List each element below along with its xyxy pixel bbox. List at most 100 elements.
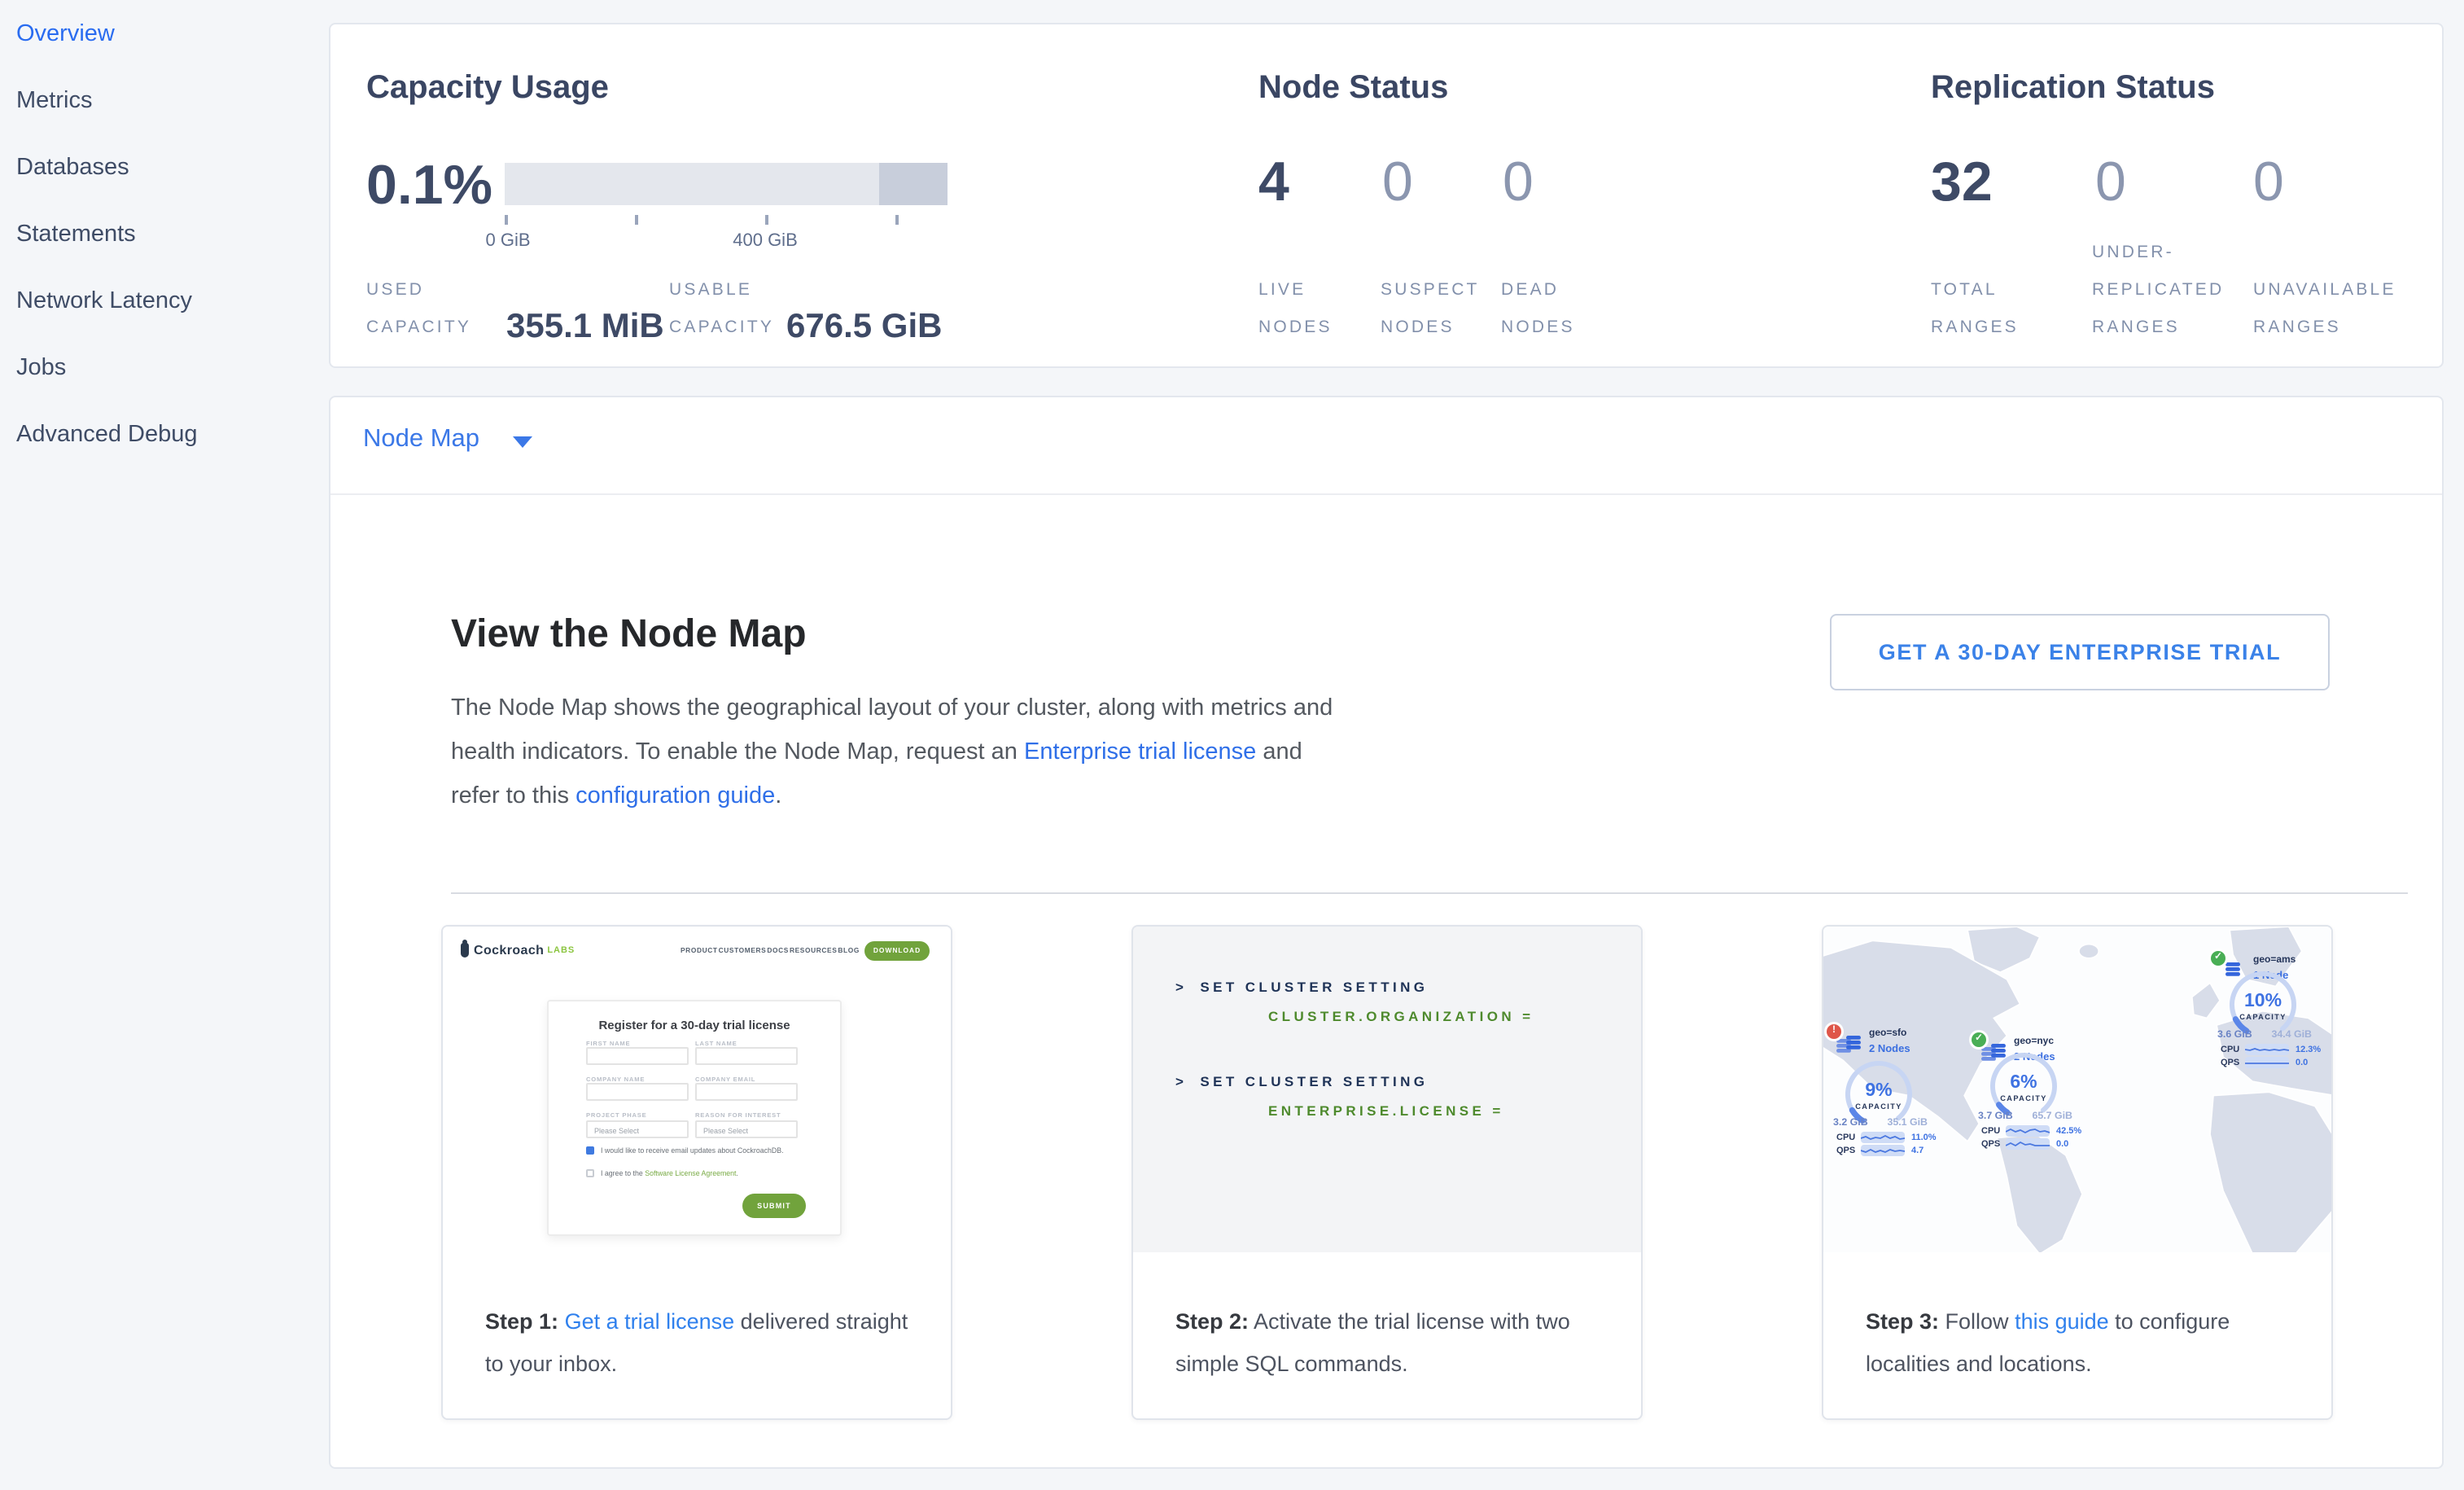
svg-text:6%: 6%: [2010, 1071, 2037, 1092]
qps-sparkline: [2006, 1138, 2050, 1150]
total-ranges-label: TOTAL RANGES: [1931, 280, 2019, 337]
step-2-card: > SET CLUSTER SETTING CLUSTER.ORGANIZATIO…: [1131, 925, 1643, 1420]
step-3-caption: Step 3: Follow this guide to configure l…: [1866, 1309, 2230, 1376]
nodes-icon: [1836, 1036, 1861, 1053]
capacity-usage-title: Capacity Usage: [366, 70, 609, 106]
field-label: REASON FOR INTEREST: [695, 1112, 781, 1119]
cpu-sparkline: [1861, 1132, 1905, 1143]
checkbox-label: I would like to receive email updates ab…: [601, 1146, 784, 1155]
suspect-nodes-label: SUSPECT NODES: [1381, 280, 1480, 337]
field-label: FIRST NAME: [586, 1041, 631, 1047]
description-text: The Node Map shows the geographical layo…: [451, 695, 1333, 765]
sql-commands-block: > SET CLUSTER SETTING CLUSTER.ORGANIZATIO…: [1133, 927, 1641, 1252]
logo-suffix: LABS: [547, 945, 576, 955]
healthy-icon: ✓: [1972, 1032, 1986, 1047]
axis-tick: [765, 215, 768, 225]
world-map: [1823, 927, 2331, 1252]
under-replicated-label: UNDER-REPLICATED RANGES: [2092, 243, 2225, 337]
unavailable-ranges-label: UNAVAILABLE RANGES: [2253, 280, 2396, 337]
this-guide-link[interactable]: this guide: [2015, 1309, 2109, 1334]
license-agreement-link: Software License Agreement: [645, 1169, 737, 1177]
total-ranges-count: 32: [1931, 151, 1993, 213]
sql-statement: > SET CLUSTER SETTING: [1175, 1073, 1429, 1089]
registration-screenshot: Cockroach LABS PRODUCT CUSTOMERS DOCS RE…: [443, 927, 951, 1252]
warning-icon: !: [1827, 1024, 1841, 1039]
axis-tick: [895, 215, 899, 225]
used-capacity: 3.7 GiB: [1978, 1111, 2013, 1122]
step-1-image: Cockroach LABS PRODUCT CUSTOMERS DOCS RE…: [443, 927, 951, 1252]
divider: [451, 892, 2408, 894]
trial-license-form: Register for a 30-day trial license FIRS…: [547, 1000, 842, 1236]
qps-value: 0.0: [2056, 1139, 2069, 1149]
sidebar-item-jobs[interactable]: Jobs: [16, 355, 67, 381]
step-1-caption: Step 1: Get a trial license delivered st…: [485, 1309, 908, 1376]
capacity-percent: 0.1%: [366, 155, 492, 217]
live-nodes-count: 4: [1258, 151, 1289, 213]
text-field: [695, 1047, 798, 1065]
axis-tick-label: 400 GiB: [733, 231, 798, 251]
mini-nav-link: RESOURCES: [789, 946, 838, 954]
axis-tick: [505, 215, 508, 225]
cpu-sparkline: [2006, 1125, 2050, 1137]
step-3-image: ! geo=sfo 2 Nodes: [1823, 927, 2331, 1252]
sidebar-item-network-latency[interactable]: Network Latency: [16, 288, 192, 314]
field-label: LAST NAME: [695, 1041, 737, 1047]
sql-statement: > SET CLUSTER SETTING: [1175, 979, 1429, 995]
svg-text:10%: 10%: [2244, 989, 2282, 1010]
qps-sparkline: [1861, 1145, 1905, 1156]
svg-text:9%: 9%: [1865, 1079, 1892, 1100]
configuration-guide-link[interactable]: configuration guide: [576, 783, 776, 809]
svg-text:CAPACITY: CAPACITY: [2239, 1013, 2286, 1021]
qps-value: 0.0: [2296, 1058, 2309, 1067]
qps-value: 4.7: [1911, 1146, 1924, 1155]
nodes-icon: [1981, 1044, 2006, 1061]
sidebar-item-statements[interactable]: Statements: [16, 221, 136, 248]
steps-row: Cockroach LABS PRODUCT CUSTOMERS DOCS RE…: [441, 925, 2333, 1420]
license-agreement-checkbox-row: I agree to the Software License Agreemen…: [586, 1169, 738, 1177]
node-map-panel: Node Map View the Node Map The Node Map …: [329, 396, 2444, 1469]
capacity-bar: 0 GiB 400 GiB: [485, 163, 948, 251]
view-selector-dropdown[interactable]: Node Map: [363, 425, 532, 454]
svg-text:CAPACITY: CAPACITY: [2000, 1094, 2046, 1102]
sidebar-item-overview[interactable]: Overview: [16, 21, 115, 47]
qps-label: QPS: [1836, 1146, 1856, 1155]
cpu-label: CPU: [1981, 1126, 2001, 1136]
mini-nav-link: BLOG: [838, 946, 860, 954]
dead-nodes-count: 0: [1503, 151, 1534, 213]
used-capacity-label: USED CAPACITY: [366, 280, 472, 337]
usable-capacity: 35.1 GiB: [1887, 1117, 1928, 1128]
step-1-card: Cockroach LABS PRODUCT CUSTOMERS DOCS RE…: [441, 925, 952, 1420]
cpu-label: CPU: [2221, 1045, 2240, 1054]
enterprise-trial-license-link[interactable]: Enterprise trial license: [1024, 739, 1257, 765]
step-2-image: > SET CLUSTER SETTING CLUSTER.ORGANIZATIO…: [1133, 927, 1641, 1252]
locality-label: geo=ams: [2253, 956, 2296, 966]
capacity-gauge: 9% CAPACITY: [1845, 1060, 1913, 1128]
usable-capacity: 65.7 GiB: [2032, 1111, 2072, 1122]
get-enterprise-trial-button[interactable]: GET A 30-DAY ENTERPRISE TRIAL: [1830, 614, 2330, 690]
cockroach-labs-logo: Cockroach LABS: [461, 940, 576, 958]
text-field: [695, 1083, 798, 1101]
qps-label: QPS: [2221, 1058, 2240, 1067]
get-trial-license-link[interactable]: Get a trial license: [564, 1309, 735, 1334]
cpu-value: 11.0%: [1911, 1133, 1937, 1142]
sidebar-item-databases[interactable]: Databases: [16, 155, 129, 181]
sidebar-item-advanced-debug[interactable]: Advanced Debug: [16, 422, 198, 448]
sidebar: Overview Metrics Databases Statements Ne…: [0, 0, 329, 1490]
mini-nav-link: PRODUCT: [681, 946, 718, 954]
node-map-header: Node Map: [330, 397, 2442, 495]
mini-site-navbar: Cockroach LABS PRODUCT CUSTOMERS DOCS RE…: [443, 936, 951, 972]
email-updates-checkbox-row: I would like to receive email updates ab…: [586, 1146, 784, 1155]
live-nodes-label: LIVE NODES: [1258, 280, 1333, 337]
checkbox-checked-icon: [586, 1146, 594, 1155]
cpu-value: 12.3%: [2296, 1045, 2322, 1054]
field-label: PROJECT PHASE: [586, 1112, 647, 1119]
node-map-description: The Node Map shows the geographical layo…: [451, 687, 1338, 819]
qps-sparkline: [2245, 1057, 2289, 1068]
mini-download-button: DOWNLOAD: [864, 941, 930, 961]
node-status-title: Node Status: [1258, 70, 1449, 106]
step-3-card: ! geo=sfo 2 Nodes: [1822, 925, 2333, 1420]
sidebar-item-metrics[interactable]: Metrics: [16, 88, 93, 114]
select-field: Please Select: [695, 1120, 798, 1138]
capacity-gauge: 10% CAPACITY: [2229, 971, 2297, 1039]
